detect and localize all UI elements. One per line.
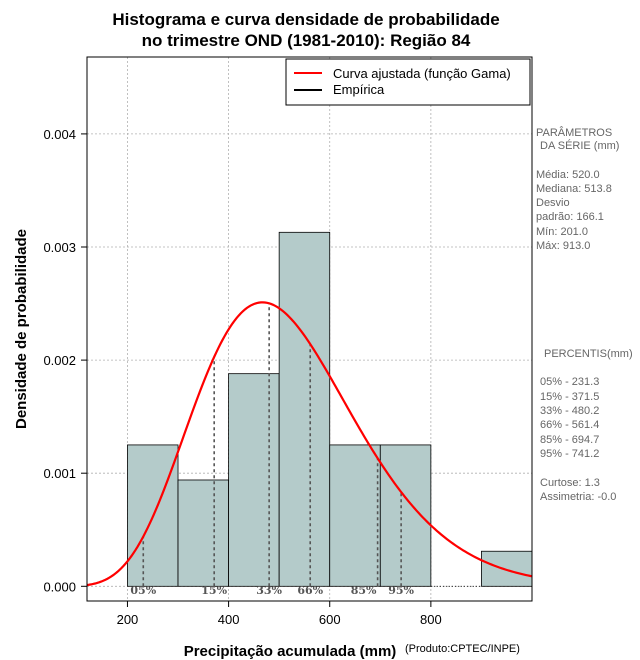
percentil-15: 15% - 371.5 [540, 391, 599, 403]
params-header-line-1: PARÂMETROS [536, 126, 612, 139]
percentil-95: 95% - 741.2 [540, 448, 599, 460]
legend-box [285, 58, 531, 106]
x-tick-label: 400 [218, 612, 240, 627]
y-axis-label: Densidade de probabilidade [13, 229, 30, 429]
percentile-label: 85% [351, 584, 377, 597]
credit-label: (Produto:CPTEC/INPE) [405, 643, 520, 655]
stat-assimetria: Assimetria: -0.0 [540, 491, 616, 503]
param-media: Média: 520.0 [536, 169, 600, 181]
percentile-label: 95% [388, 584, 414, 597]
legend-label-gamma: Curva ajustada (função Gama) [333, 66, 511, 81]
series-parameters-panel: PARÂMETROS DA SÉRIE (mm) Média: 520.0 Me… [536, 126, 619, 252]
x-tick-label: 600 [319, 612, 341, 627]
x-axis-label: Precipitação acumulada (mm) [184, 643, 397, 660]
percentil-66: 66% - 561.4 [540, 419, 599, 431]
percentil-85: 85% - 694.7 [540, 434, 599, 446]
histogram-bar [278, 231, 331, 587]
param-mediana: Mediana: 513.8 [536, 183, 612, 195]
x-tick-label: 800 [420, 612, 442, 627]
param-desvio: Desvio [536, 197, 570, 209]
percentis-header: PERCENTIS(mm) [544, 348, 633, 360]
gamma-curve [86, 301, 533, 587]
param-max: Máx: 913.0 [536, 240, 590, 252]
plot-frame [86, 56, 533, 602]
percentile-layer: 05% 15% 33% 66% 85% 95% [130, 303, 415, 597]
percentiles-panel: PERCENTIS(mm) 05% - 231.3 15% - 371.5 33… [540, 348, 633, 503]
chart-title-line-2: no trimestre OND (1981-2010): Região 84 [142, 31, 471, 50]
histogram-bar [481, 550, 533, 587]
percentile-label: 15% [201, 584, 227, 597]
legend-label-empirica: Empírica [333, 82, 385, 97]
y-tick-label: 0.001 [43, 466, 76, 481]
histogram-bar [177, 479, 229, 587]
tick-layer: 200 400 600 800 0.000 0.001 0.002 0.003 0.004 [43, 127, 441, 627]
percentile-label: 05% [130, 584, 156, 597]
chart-title-line-1: Histograma e curva densidade de probabil… [112, 10, 499, 29]
params-header-line-2: DA SÉRIE (mm) [540, 139, 619, 152]
x-tick-label: 200 [117, 612, 139, 627]
y-tick-label: 0.004 [43, 127, 76, 142]
y-tick-label: 0.000 [43, 579, 76, 594]
y-tick-label: 0.002 [43, 353, 76, 368]
percentile-label: 33% [256, 584, 282, 597]
histogram-bar [329, 444, 381, 587]
param-min: Mín: 201.0 [536, 226, 588, 238]
stat-curtose: Curtose: 1.3 [540, 477, 600, 489]
legend: Curva ajustada (função Gama) Empírica [285, 58, 531, 106]
histogram-bar [228, 373, 280, 587]
curve-layer [86, 301, 533, 587]
y-tick-label: 0.003 [43, 240, 76, 255]
bar-layer [127, 231, 533, 587]
percentil-33: 33% - 480.2 [540, 405, 599, 417]
param-padrao: padrão: 166.1 [536, 211, 604, 223]
percentile-label: 66% [297, 584, 323, 597]
percentil-05: 05% - 231.3 [540, 376, 599, 388]
histogram-bar [379, 444, 432, 587]
